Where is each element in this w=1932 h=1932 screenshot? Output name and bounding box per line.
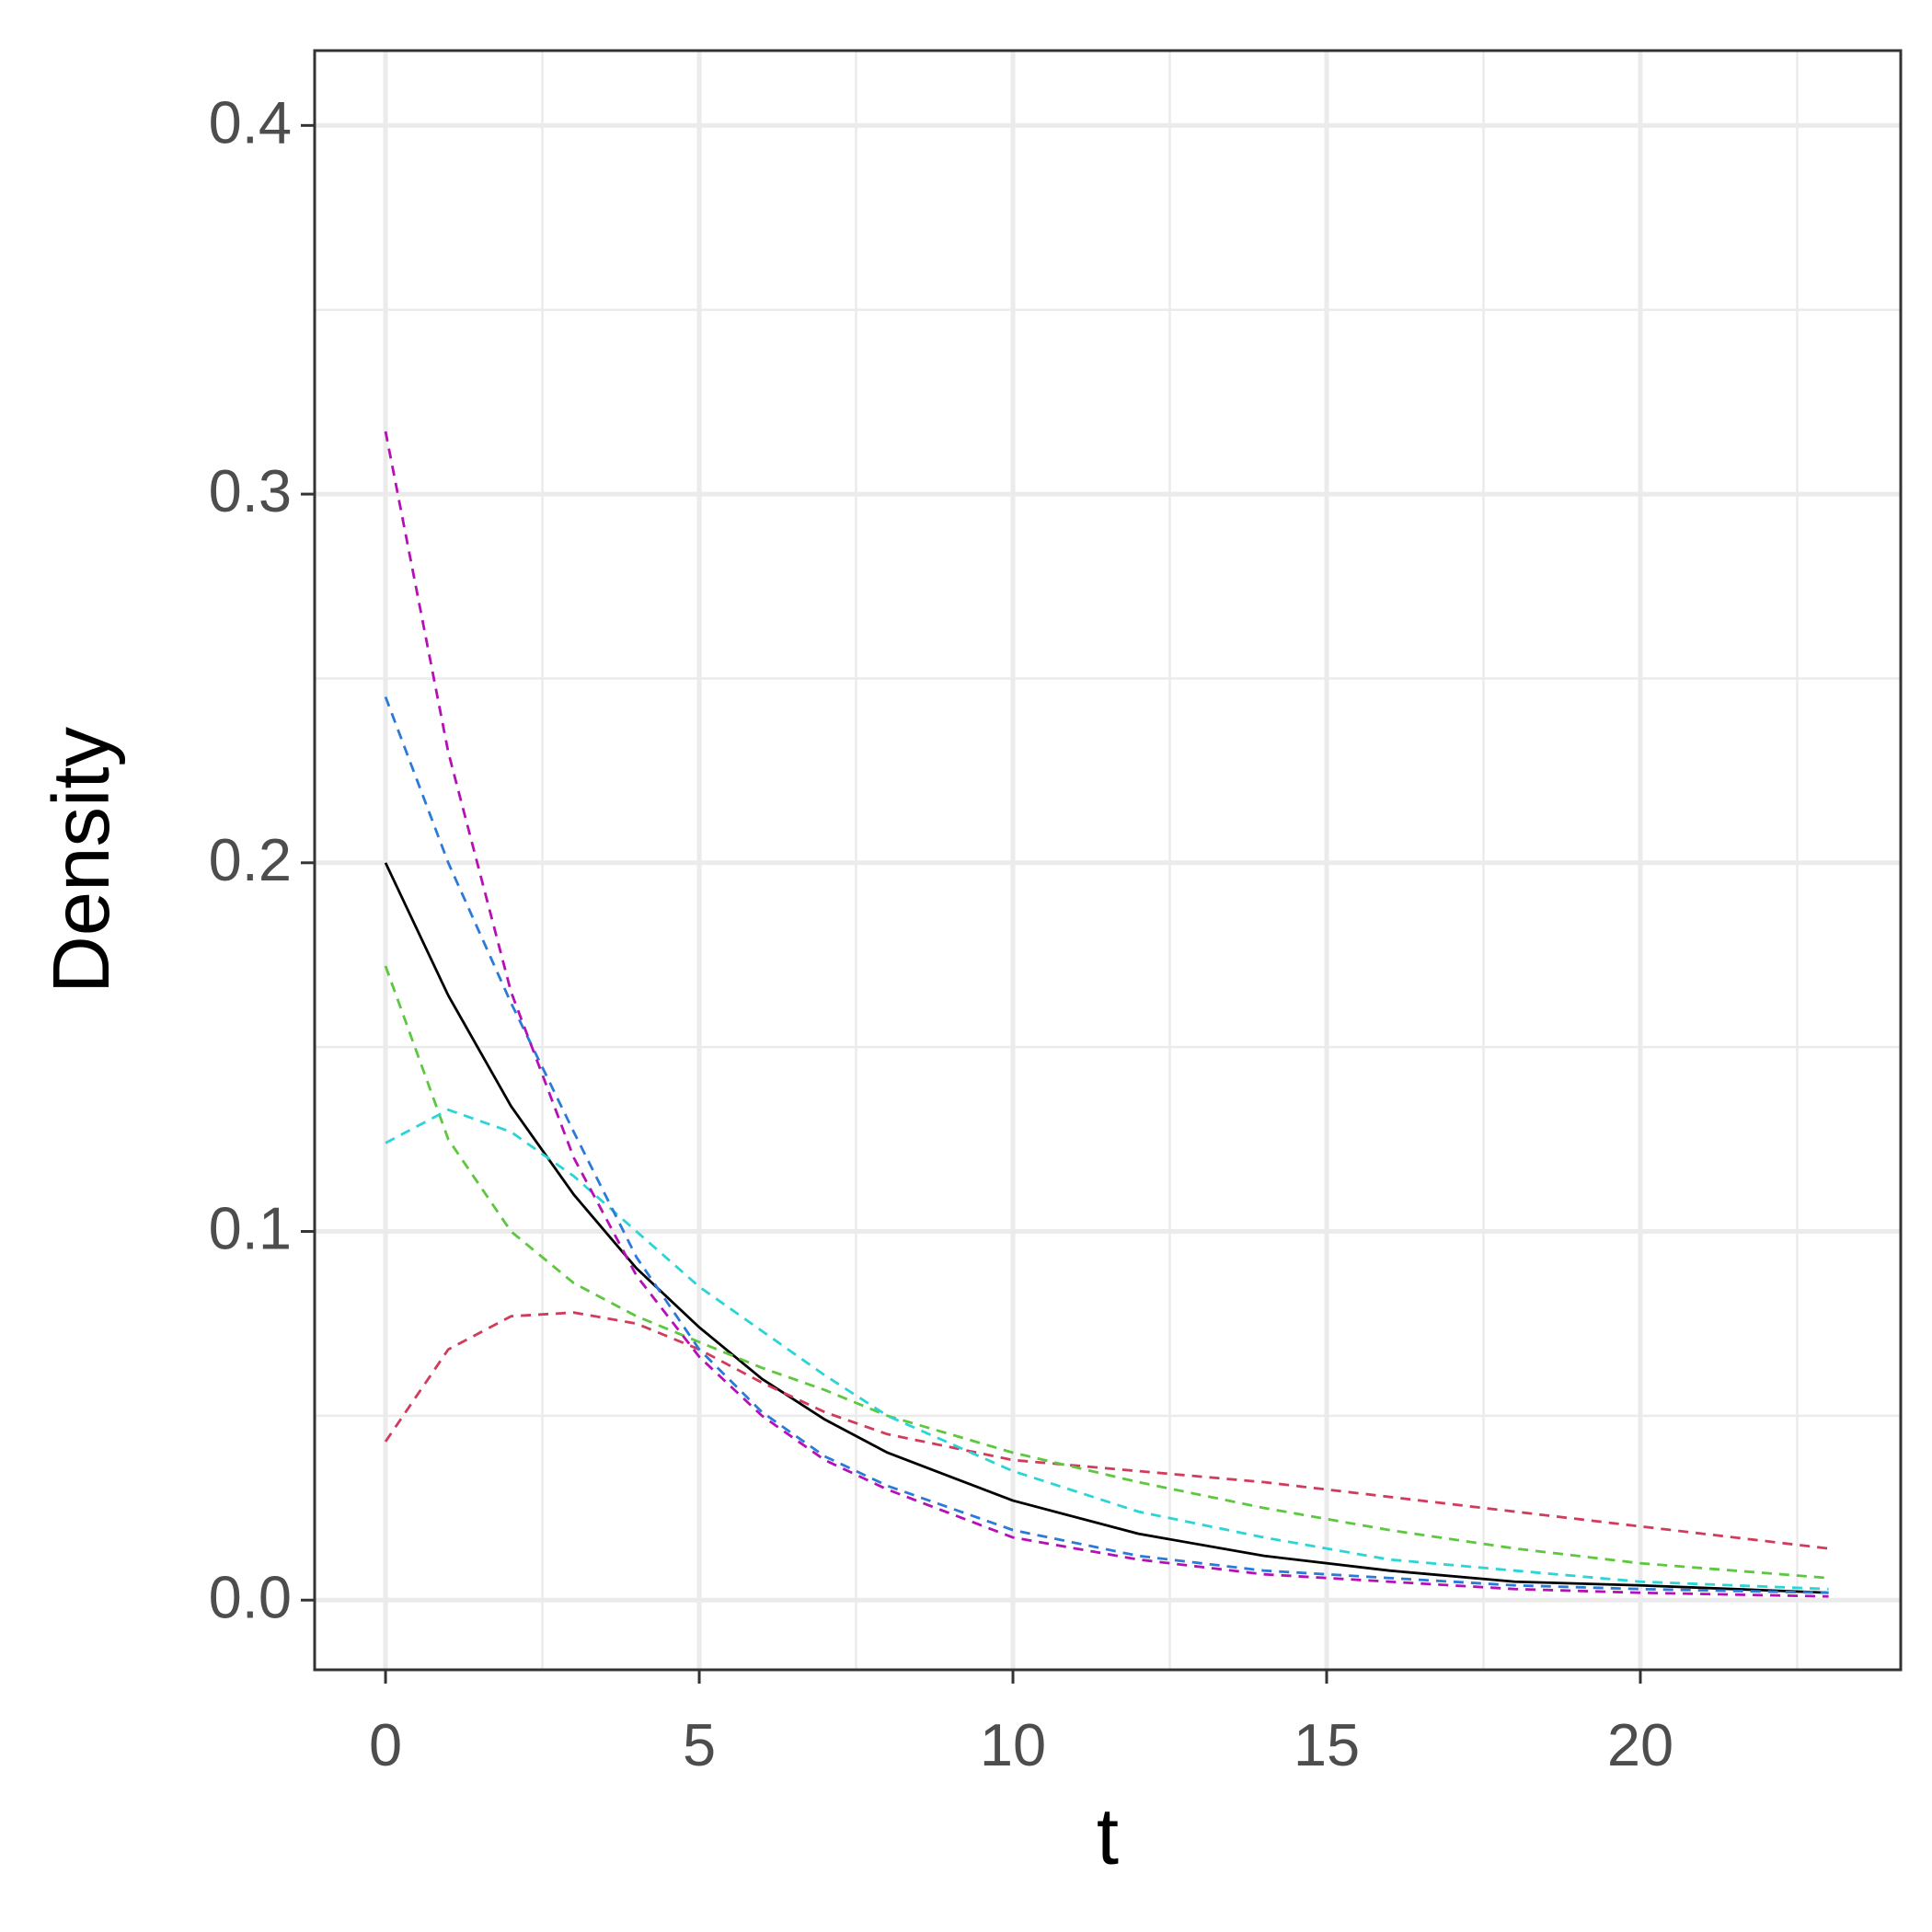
y-tick-label: 0.3 [209,457,292,524]
x-tick-label: 15 [1294,1711,1360,1778]
y-tick-label: 0.2 [209,826,292,893]
y-tick-label: 0.1 [209,1195,292,1262]
series-line [384,431,1829,1598]
y-tick-label: 0.0 [209,1563,292,1630]
x-tick-label: 5 [683,1711,716,1778]
x-axis-title: t [1097,1792,1119,1881]
panel-border [313,49,1903,1672]
x-tick-label: 10 [980,1711,1046,1778]
series-line [385,1108,1829,1591]
y-axis-title: Density [37,726,126,994]
series-line [384,1311,1829,1550]
x-tick-label: 0 [369,1711,402,1778]
x-tick-label: 20 [1607,1711,1673,1778]
series-line [384,696,1829,1594]
series-line [384,965,1829,1580]
y-tick-label: 0.4 [209,89,292,156]
series-line [384,862,1829,1594]
